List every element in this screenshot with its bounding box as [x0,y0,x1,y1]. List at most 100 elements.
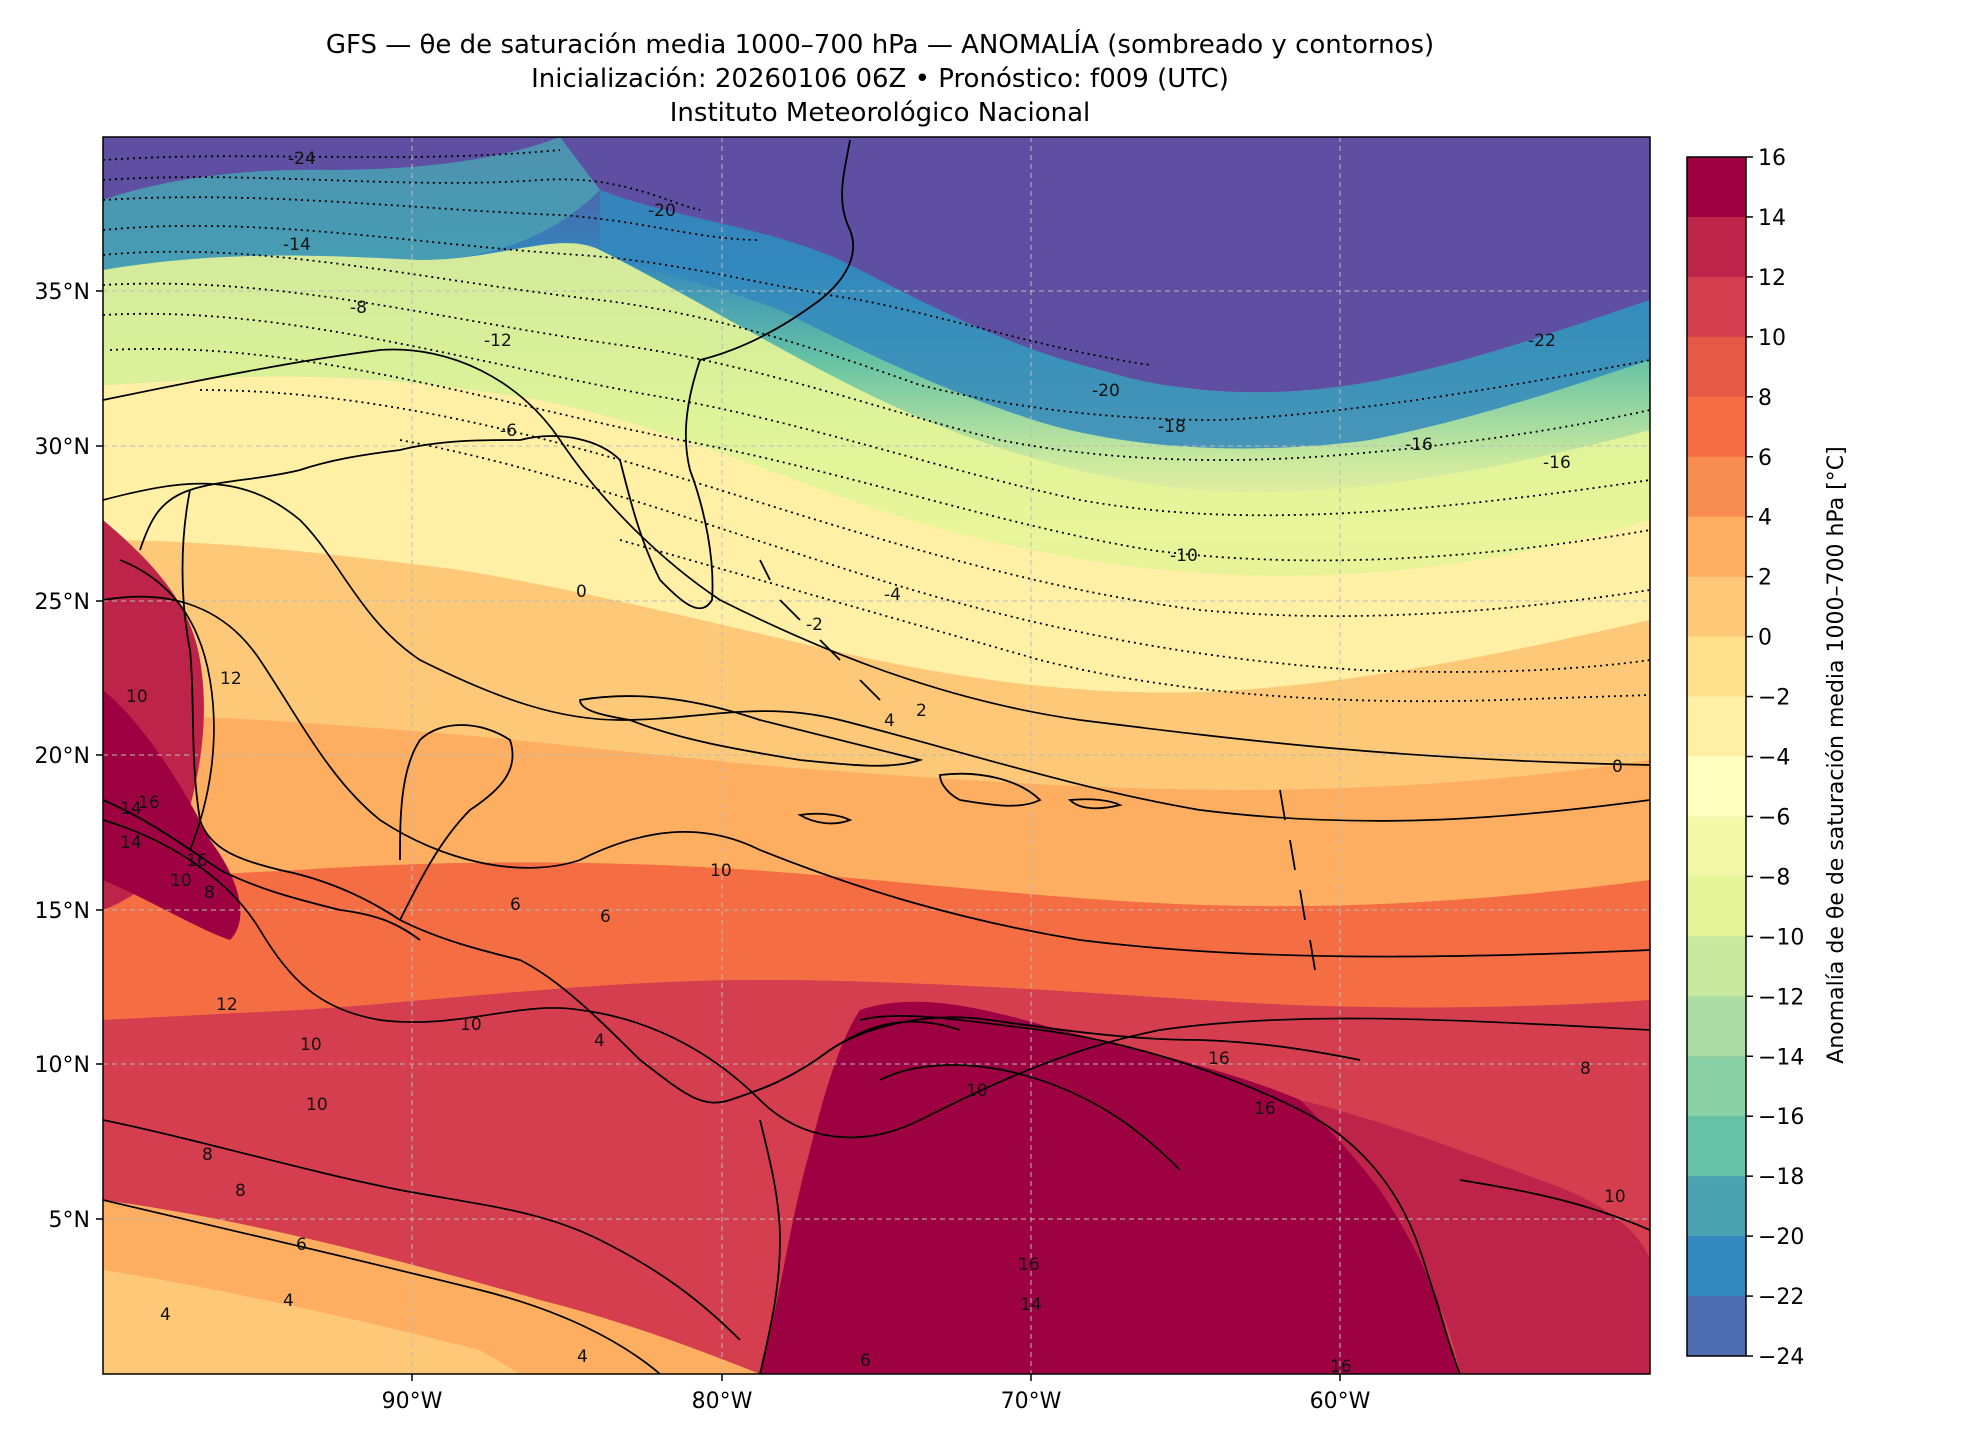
colorbar-tick-label: 8 [1758,386,1772,411]
colorbar-tick-label: −20 [1758,1225,1804,1250]
contour-label: 16 [1018,1255,1040,1275]
contour-label: 4 [160,1305,171,1325]
colorbar-segment [1687,456,1746,518]
colorbar-tick-label: −8 [1758,865,1790,890]
lat-tick-label: 35°N [35,280,90,305]
colorbar-segment [1687,1116,1746,1177]
colorbar-segment [1687,516,1746,578]
contour-label: -14 [283,235,311,255]
contour-label: 10 [710,861,732,881]
contour-label: 14 [120,799,142,819]
lon-tick-label: 90°W [382,1389,443,1414]
contour-label: 2 [916,701,927,721]
contour-label: -20 [1092,381,1120,401]
colorbar-segment [1687,1176,1746,1237]
contour-label: 12 [220,669,242,689]
colorbar-tick-label: 4 [1758,506,1772,531]
contour-label: 4 [577,1347,588,1367]
colorbar-tick-label: 10 [1758,326,1786,351]
contour-label: -18 [1158,417,1186,437]
chart-title: GFS — θe de saturación media 1000–700 hP… [325,30,1435,60]
contour-label: -4 [884,585,901,605]
colorbar-segment [1687,876,1746,937]
contour-label: -8 [350,298,367,318]
colorbar-tick-label: −14 [1758,1045,1804,1070]
contour-label: 8 [204,883,215,903]
contour-label: 16 [1208,1049,1230,1069]
colorbar-segment [1687,336,1746,398]
graticule [103,137,1650,1374]
colorbar: 16 14 12 10 8 6 4 2 0 −2 −4 −6 −8 −10 −12 −14 −16 −18 −20 −… [1686,146,1804,1370]
contour-label: 16 [1330,1357,1352,1377]
contour-label: 8 [235,1181,246,1201]
colorbar-segment [1687,216,1746,278]
contour-label: 16 [1254,1099,1276,1119]
anomaly-contours [103,149,1650,1374]
chart-subtitle-init: Inicialización: 20260106 06Z • Pronóstic… [531,64,1229,94]
lat-tick-label: 15°N [35,899,90,924]
colorbar-tick-label: −10 [1758,925,1804,950]
contour-label: 10 [306,1095,328,1115]
lon-tick-label: 80°W [692,1389,753,1414]
lat-tick-label: 5°N [49,1208,90,1233]
contour-label: 0 [576,582,587,602]
lat-tick-label: 30°N [35,435,90,460]
contour-label: 6 [860,1351,871,1371]
contour-label: 4 [884,711,895,731]
colorbar-tick-label: −24 [1758,1345,1804,1370]
colorbar-label: Anomalía de θe de saturación media 1000–… [1824,446,1849,1063]
colorbar-tick-label: −4 [1758,746,1790,771]
contour-label: -2 [806,615,823,635]
contour-label: 8 [1580,1059,1591,1079]
contour-label: 10 [1604,1187,1626,1207]
colorbar-segment [1687,996,1746,1057]
colorbar-tick-label: −12 [1758,985,1804,1010]
colorbar-segment [1687,696,1746,757]
colorbar-tick-label: 12 [1758,266,1786,291]
contour-label: -10 [1170,546,1198,566]
contour-label: 4 [283,1291,294,1311]
contour-label: -22 [1528,331,1556,351]
colorbar-segment [1687,636,1746,698]
contour-label: 6 [600,907,611,927]
contour-label: 10 [966,1081,988,1101]
lat-tick-label: 25°N [35,590,90,615]
contour-label: -16 [1543,453,1571,473]
colorbar-segment [1687,1296,1746,1357]
colorbar-tick-label: 0 [1758,626,1772,651]
contour-label: -6 [500,421,517,441]
contour-label: 6 [510,895,521,915]
contour-label: 14 [1020,1295,1042,1315]
colorbar-segment [1687,276,1746,338]
lon-axis: 90°W 80°W 70°W 60°W [382,1374,1371,1414]
colorbar-segment [1687,936,1746,997]
contour-label: -24 [288,149,316,169]
colorbar-segment [1687,1236,1746,1297]
contour-label: 12 [216,995,238,1015]
colorbar-segment [1687,396,1746,458]
colorbar-tick-label: −16 [1758,1105,1804,1130]
contour-label: 10 [170,871,192,891]
contour-label: -20 [648,201,676,221]
anomaly-field [103,137,1650,1374]
lon-tick-label: 70°W [1001,1389,1062,1414]
colorbar-tick-label: −2 [1758,686,1790,711]
colorbar-tick-label: 14 [1758,206,1786,231]
contour-label: 8 [202,1145,213,1165]
colorbar-tick-label: 16 [1758,146,1786,171]
colorbar-segment [1687,157,1746,218]
colorbar-segment [1687,576,1746,638]
contour-label: 4 [594,1031,605,1051]
colorbar-segment [1687,1056,1746,1117]
colorbar-segment [1687,756,1746,817]
colorbar-segment [1687,816,1746,877]
colorbar-tick-label: −18 [1758,1165,1804,1190]
contour-label-group: -24 -20 -14 -8 -12 -6 -22 -20 -18 -16 -1… [120,149,1626,1377]
colorbar-tick-label: −6 [1758,805,1790,830]
contour-label: 0 [1612,757,1623,777]
contour-label: 10 [300,1035,322,1055]
contour-label: 14 [120,833,142,853]
chart-title-block: GFS — θe de saturación media 1000–700 hP… [0,28,1760,130]
colorbar-tick-label: −22 [1758,1285,1804,1310]
